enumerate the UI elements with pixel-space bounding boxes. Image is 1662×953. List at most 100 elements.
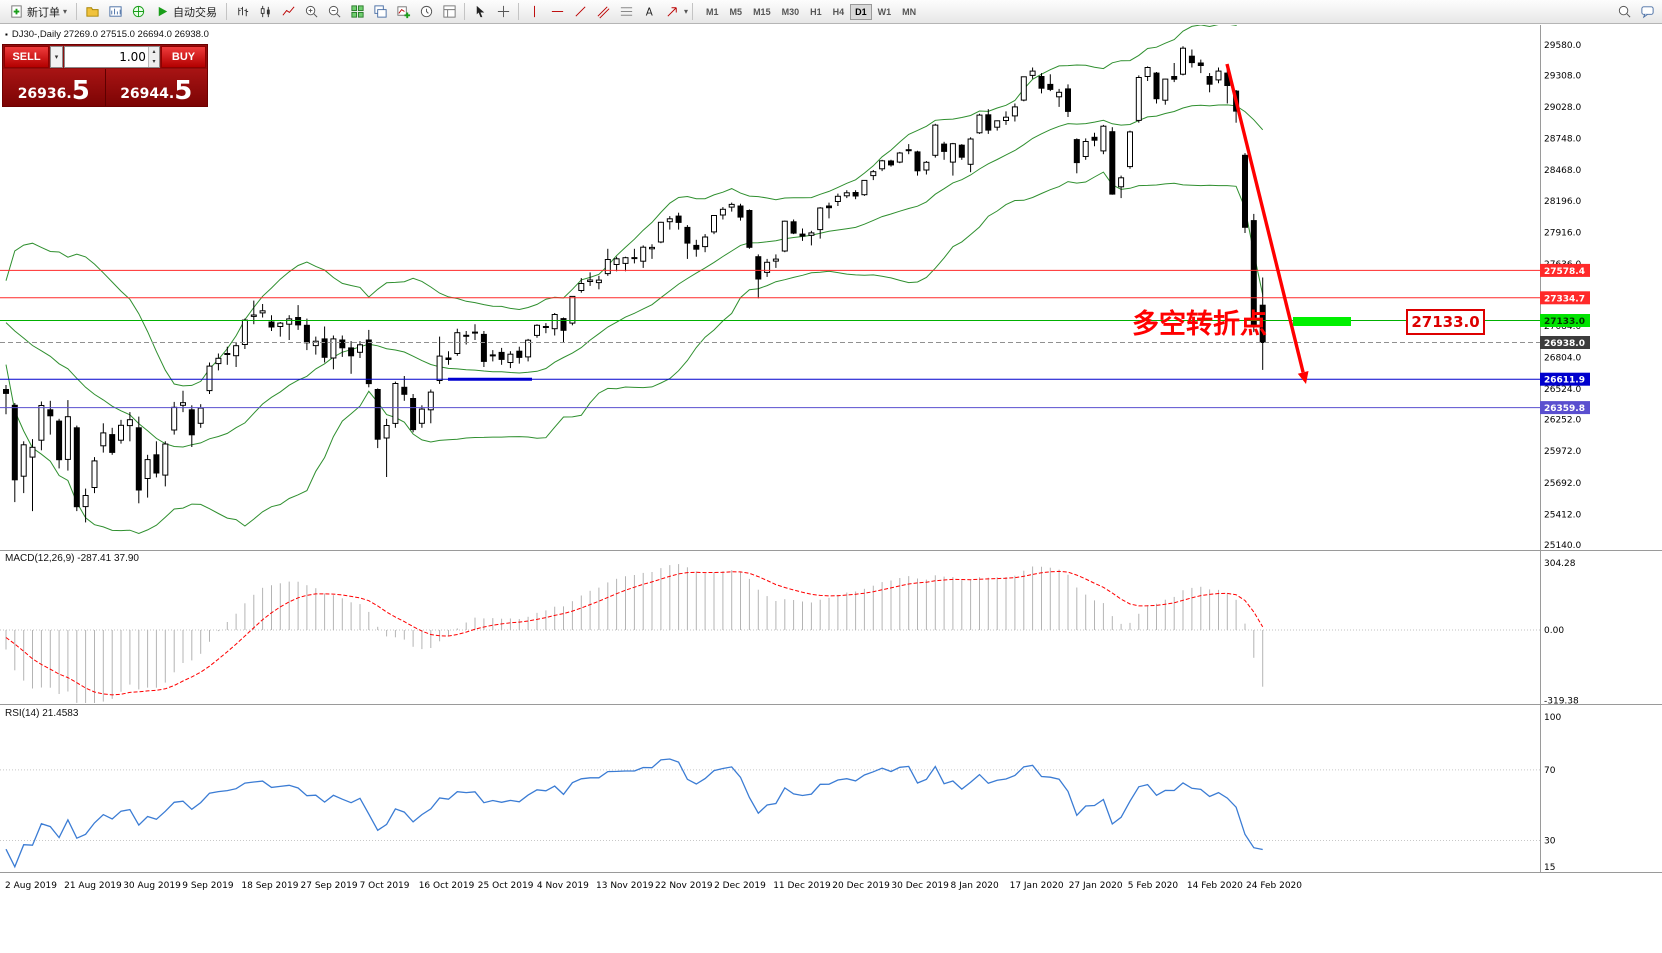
templates-icon — [442, 5, 456, 18]
channel-icon — [597, 6, 609, 19]
cursor-tool-button[interactable] — [469, 2, 491, 22]
periods-button[interactable] — [415, 2, 437, 22]
svg-text:7 Oct 2019: 7 Oct 2019 — [360, 881, 410, 891]
volume-down-button[interactable]: ▾ — [148, 57, 159, 67]
svg-text:21 Aug 2019: 21 Aug 2019 — [64, 881, 122, 891]
svg-text:11 Dec 2019: 11 Dec 2019 — [773, 881, 831, 891]
timeframe-h1[interactable]: H1 — [805, 4, 827, 20]
timeframe-m5[interactable]: M5 — [725, 4, 748, 20]
svg-text:20 Dec 2019: 20 Dec 2019 — [832, 881, 890, 891]
svg-text:-319.38: -319.38 — [1544, 696, 1579, 706]
profiles-button[interactable] — [81, 2, 103, 22]
fibonacci-tool-button[interactable] — [615, 2, 637, 22]
svg-text:5 Feb 2020: 5 Feb 2020 — [1128, 881, 1179, 891]
toolbar-separator — [692, 3, 694, 20]
history-center-button[interactable] — [127, 2, 149, 22]
svg-text:25 Oct 2019: 25 Oct 2019 — [478, 881, 534, 891]
search-button[interactable] — [1613, 2, 1635, 22]
tile-windows-button[interactable] — [346, 2, 368, 22]
turning-point-annotation: 多空转折点 — [1132, 309, 1267, 339]
volume-input[interactable] — [65, 47, 148, 67]
new-order-label: 新订单 — [27, 6, 60, 19]
buy-button[interactable]: BUY — [161, 46, 206, 68]
svg-text:29580.0: 29580.0 — [1544, 41, 1581, 51]
indicators-button[interactable] — [392, 2, 414, 22]
svg-text:17 Jan 2020: 17 Jan 2020 — [1010, 881, 1064, 891]
svg-text:18 Sep 2019: 18 Sep 2019 — [241, 881, 298, 891]
svg-text:16 Oct 2019: 16 Oct 2019 — [419, 881, 475, 891]
svg-text:27334.7: 27334.7 — [1544, 294, 1585, 304]
one-click-trading-panel: SELL ▾ ▴ ▾ BUY 26936. 5 26944. 5 — [2, 44, 208, 107]
new-order-icon — [11, 5, 22, 18]
svg-text:8 Jan 2020: 8 Jan 2020 — [951, 881, 999, 891]
chevron-down-icon: ▾ — [63, 7, 68, 16]
volume-dropdown-button[interactable]: ▾ — [50, 46, 63, 68]
cascade-windows-button[interactable] — [369, 2, 391, 22]
toolbar-separator — [464, 3, 466, 20]
toolbar: 新订单 ▾ 自动交易 A ▾ M1 — [0, 0, 1662, 24]
svg-text:304.28: 304.28 — [1544, 559, 1576, 569]
timeframe-w1[interactable]: W1 — [873, 4, 897, 20]
svg-text:25140.0: 25140.0 — [1544, 541, 1581, 551]
new-order-button[interactable]: 新订单 ▾ — [4, 2, 72, 22]
text-tool-button[interactable]: A — [638, 2, 660, 22]
svg-text:26524.0: 26524.0 — [1544, 385, 1581, 395]
svg-text:30: 30 — [1544, 837, 1556, 847]
volume-up-button[interactable]: ▴ — [148, 47, 159, 57]
line-chart-mode-button[interactable] — [277, 2, 299, 22]
chat-button[interactable] — [1636, 2, 1658, 22]
svg-text:26359.8: 26359.8 — [1544, 404, 1585, 414]
svg-text:27578.4: 27578.4 — [1544, 267, 1585, 277]
vertical-line-tool-button[interactable] — [523, 2, 545, 22]
horizontal-line-tool-button[interactable] — [546, 2, 568, 22]
candlestick-icon — [260, 5, 270, 18]
chat-icon — [1640, 6, 1654, 19]
toolbar-separator — [76, 3, 78, 20]
crosshair-tool-button[interactable] — [492, 2, 514, 22]
chevron-down-icon[interactable]: ▾ — [684, 7, 689, 16]
timeframe-m30[interactable]: M30 — [777, 4, 805, 20]
arrows-tool-button[interactable] — [661, 2, 683, 22]
zoom-out-button[interactable] — [323, 2, 345, 22]
channel-tool-button[interactable] — [592, 2, 614, 22]
svg-text:30 Dec 2019: 30 Dec 2019 — [891, 881, 949, 891]
svg-text:2 Dec 2019: 2 Dec 2019 — [714, 881, 766, 891]
timeframe-d1[interactable]: D1 — [850, 3, 872, 20]
sell-button[interactable]: SELL — [4, 46, 49, 68]
zoom-in-button[interactable] — [300, 2, 322, 22]
timeframe-m15[interactable]: M15 — [748, 4, 776, 20]
timeframe-h4[interactable]: H4 — [828, 4, 850, 20]
symbol-ohlc-text: DJ30-,Daily 27269.0 27515.0 26694.0 2693… — [11, 29, 209, 40]
charts-window-button[interactable] — [104, 2, 126, 22]
templates-button[interactable] — [438, 2, 460, 22]
bar-chart-mode-button[interactable] — [231, 2, 253, 22]
svg-text:26938.0: 26938.0 — [1544, 339, 1585, 349]
buy-price-big-digit: 5 — [174, 75, 193, 106]
svg-text:26804.0: 26804.0 — [1544, 354, 1581, 364]
sell-price-display[interactable]: 26936. 5 — [3, 69, 106, 106]
line-chart-icon — [282, 6, 295, 16]
svg-text:24 Feb 2020: 24 Feb 2020 — [1246, 881, 1302, 891]
chart-window-icon — [108, 6, 122, 17]
svg-text:27133.0: 27133.0 — [1544, 317, 1585, 327]
timeframe-mn[interactable]: MN — [897, 4, 921, 20]
fibonacci-icon — [620, 7, 632, 16]
svg-text:22 Nov 2019: 22 Nov 2019 — [655, 881, 713, 891]
svg-text:25972.0: 25972.0 — [1544, 447, 1581, 457]
search-icon — [1618, 5, 1630, 18]
svg-text:A: A — [645, 6, 652, 18]
play-icon — [158, 6, 168, 17]
svg-text:70: 70 — [1544, 766, 1556, 776]
trendline-tool-button[interactable] — [569, 2, 591, 22]
timeframe-m1[interactable]: M1 — [701, 4, 724, 20]
svg-text:29028.0: 29028.0 — [1544, 103, 1581, 113]
buy-price-display[interactable]: 26944. 5 — [105, 69, 207, 106]
folder-icon — [85, 7, 99, 17]
svg-text:28748.0: 28748.0 — [1544, 135, 1581, 145]
svg-text:26252.0: 26252.0 — [1544, 416, 1581, 426]
autotrading-button[interactable]: 自动交易 — [150, 2, 222, 22]
price-level-box: 27133.0 — [1406, 309, 1485, 335]
trendline-icon — [574, 6, 586, 17]
candlestick-mode-button[interactable] — [254, 2, 276, 22]
